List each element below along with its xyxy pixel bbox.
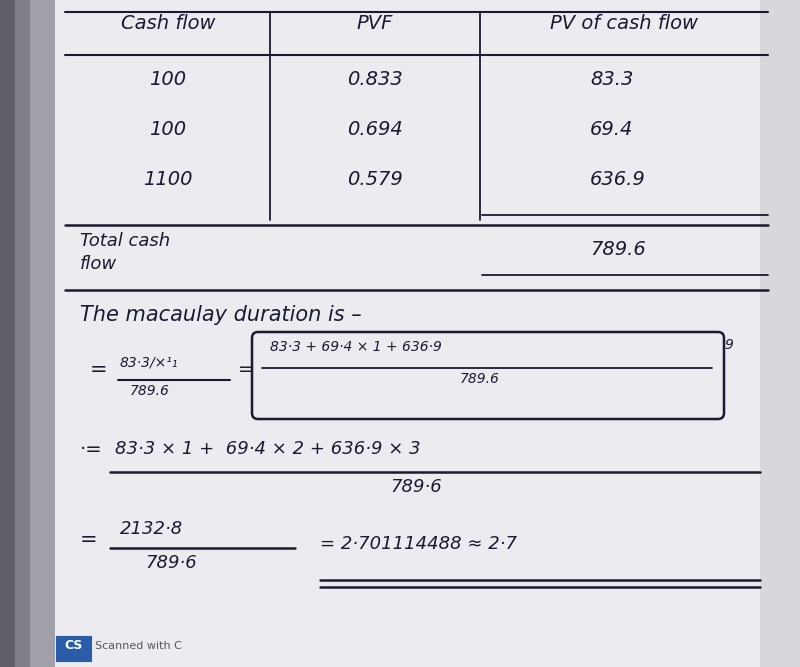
Text: flow: flow [80, 255, 117, 273]
Text: CS: CS [65, 639, 83, 652]
Text: 789·6: 789·6 [390, 478, 442, 496]
Polygon shape [0, 0, 15, 667]
Text: 69.4: 69.4 [590, 120, 634, 139]
Text: PV of cash flow: PV of cash flow [550, 14, 698, 33]
Text: 789.6: 789.6 [590, 240, 646, 259]
Text: 0.579: 0.579 [347, 170, 403, 189]
Text: 1100: 1100 [143, 170, 193, 189]
Text: Total cash: Total cash [80, 232, 170, 250]
Text: Cash flow: Cash flow [121, 14, 215, 33]
Text: =: = [80, 530, 98, 550]
Text: =: = [238, 360, 254, 379]
Text: 100: 100 [150, 120, 186, 139]
Text: 789.6: 789.6 [130, 384, 170, 398]
Text: =: = [90, 360, 108, 380]
Text: 636.9: 636.9 [590, 170, 646, 189]
Text: 100: 100 [150, 70, 186, 89]
Text: 2132·8: 2132·8 [120, 520, 183, 538]
Polygon shape [0, 0, 55, 667]
Polygon shape [55, 0, 800, 667]
Text: 789.6: 789.6 [460, 372, 500, 386]
Text: 789·6: 789·6 [145, 554, 197, 572]
Text: 83.3: 83.3 [590, 70, 634, 89]
Text: 9: 9 [724, 338, 733, 352]
FancyBboxPatch shape [57, 637, 91, 661]
Text: 83·3 × 1 +  69·4 × 2 + 636·9 × 3: 83·3 × 1 + 69·4 × 2 + 636·9 × 3 [115, 440, 421, 458]
Text: ·=: ·= [80, 440, 102, 459]
Text: 0.833: 0.833 [347, 70, 403, 89]
Text: = 2·701114488 ≈ 2·7: = 2·701114488 ≈ 2·7 [320, 535, 517, 553]
Text: 0.694: 0.694 [347, 120, 403, 139]
Text: PVF: PVF [357, 14, 393, 33]
Text: Scanned with C: Scanned with C [95, 641, 182, 651]
Polygon shape [760, 0, 800, 667]
Text: 83·3/×¹₁: 83·3/×¹₁ [120, 355, 178, 369]
Text: The macaulay duration is –: The macaulay duration is – [80, 305, 362, 325]
Text: 83·3 + 69·4 × 1 + 636·9: 83·3 + 69·4 × 1 + 636·9 [270, 340, 442, 354]
Polygon shape [0, 0, 30, 667]
